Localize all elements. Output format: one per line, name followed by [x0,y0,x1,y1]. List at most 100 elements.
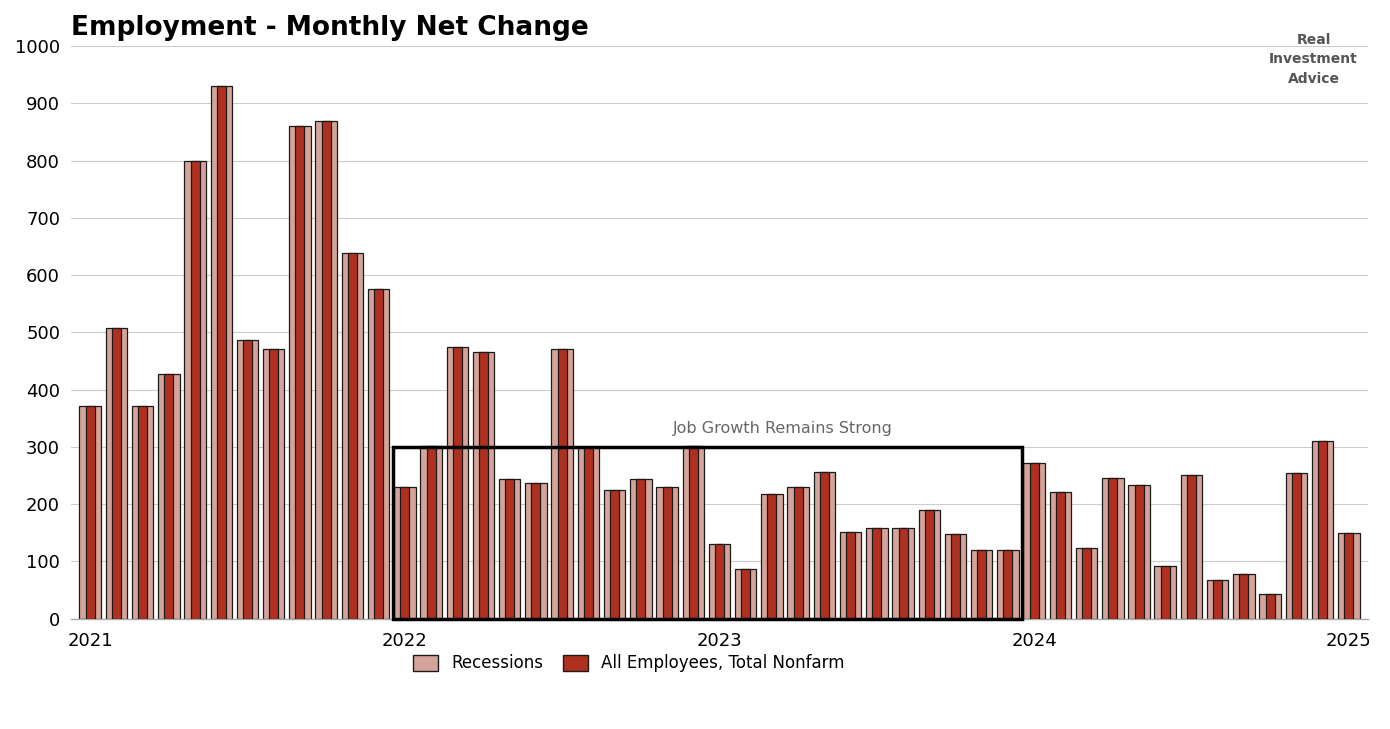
Bar [473,352,495,618]
Bar [610,490,619,618]
Bar [1312,441,1333,618]
Bar [1233,574,1255,618]
Bar [525,483,546,618]
Bar [840,531,862,618]
Bar [446,346,468,618]
Bar [787,488,809,618]
Bar [400,487,410,618]
Bar [185,160,206,618]
Bar [552,349,573,618]
Bar [1155,566,1176,618]
Bar [1318,441,1327,618]
Bar [79,406,101,618]
Bar [682,446,703,618]
Bar [557,349,567,618]
Bar [898,528,908,618]
Bar [217,86,225,618]
Bar [951,534,960,618]
Bar [1076,547,1097,618]
Bar [820,472,828,618]
Bar [924,510,934,618]
Bar [395,487,416,618]
Bar [499,479,520,618]
Bar [1286,472,1307,618]
Bar [374,289,384,618]
Bar [113,328,121,618]
Bar [714,544,724,618]
Bar [138,406,147,618]
Bar [873,528,881,618]
Bar [709,544,730,618]
Bar [1259,594,1280,618]
Bar [578,448,599,618]
Bar [656,487,678,618]
Bar [393,447,1022,618]
Bar [158,374,179,618]
Bar [637,480,645,618]
Bar [321,120,331,618]
Bar [505,479,514,618]
Bar [427,445,435,618]
Bar [1180,475,1202,618]
Bar [1049,492,1072,618]
Bar [1081,547,1091,618]
Bar [689,446,698,618]
Bar [453,346,461,618]
Bar [420,445,442,618]
Bar [1344,533,1354,618]
Bar [741,569,751,618]
Bar [1207,580,1229,618]
Bar [1030,464,1038,618]
Bar [1339,533,1359,618]
Bar [480,352,488,618]
Bar [342,253,363,618]
Bar [296,126,304,618]
Bar [663,487,671,618]
Bar [263,349,285,618]
Bar [972,550,992,618]
Bar [735,569,756,618]
Bar [977,550,987,618]
Bar [270,349,278,618]
Bar [316,120,336,618]
Bar [813,472,835,618]
Bar [1004,550,1012,618]
Bar [1102,477,1123,618]
Bar [531,483,541,618]
Bar [1134,486,1144,618]
Bar [1291,472,1301,618]
Bar [919,510,940,618]
Text: Real
Investment
Advice: Real Investment Advice [1269,33,1358,86]
Bar [86,406,95,618]
Bar [945,534,966,618]
Text: Employment - Monthly Net Change: Employment - Monthly Net Change [71,15,588,41]
Bar [630,480,652,618]
Bar [1240,574,1248,618]
Bar [1129,486,1150,618]
Bar [847,531,855,618]
Bar [1108,477,1118,618]
Legend: Recessions, All Employees, Total Nonfarm: Recessions, All Employees, Total Nonfarm [406,647,852,679]
Bar [892,528,913,618]
Bar [866,528,888,618]
Bar [767,494,777,618]
Bar [603,490,626,618]
Bar [289,126,311,618]
Bar [368,289,389,618]
Bar [1266,594,1275,618]
Bar [584,448,594,618]
Text: Job Growth Remains Strong: Job Growth Remains Strong [673,421,894,437]
Bar [190,160,200,618]
Bar [1056,492,1065,618]
Bar [1187,475,1195,618]
Bar [997,550,1019,618]
Bar [243,340,252,618]
Bar [164,374,174,618]
Bar [210,86,232,618]
Bar [794,488,802,618]
Bar [348,253,357,618]
Bar [1213,580,1222,618]
Bar [106,328,126,618]
Bar [762,494,783,618]
Bar [132,406,153,618]
